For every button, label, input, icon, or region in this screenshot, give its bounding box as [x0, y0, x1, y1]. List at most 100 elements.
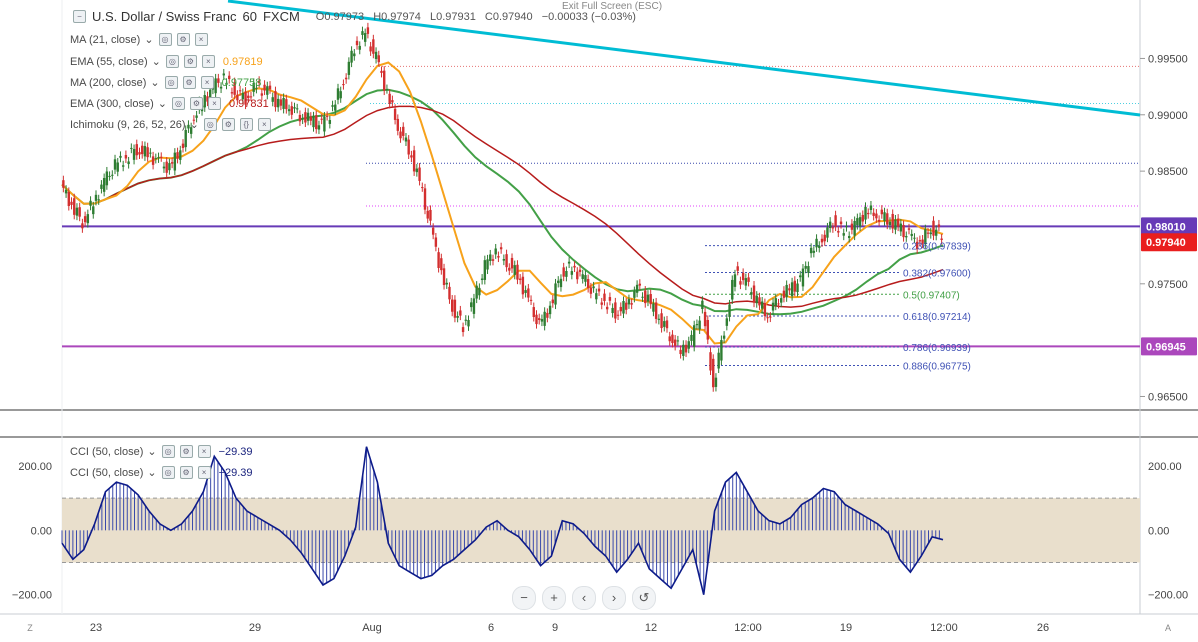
gear-icon[interactable]: ⚙: [179, 445, 193, 458]
candle-body: [293, 107, 296, 109]
candle-body: [383, 70, 386, 91]
candle-body: [535, 314, 538, 325]
price-tick-label: 0.98500: [1148, 166, 1188, 178]
zoom-in-button[interactable]: +: [542, 586, 566, 610]
candle-body: [769, 316, 772, 318]
trendline[interactable]: [227, 0, 1141, 117]
price-tag-bg: [1141, 337, 1197, 356]
axes: 0.99500 0.99000 0.98500 0.97500 0.96500 200.0…: [12, 53, 1188, 634]
candle-body: [260, 93, 264, 96]
symbol-name[interactable]: U.S. Dollar / Swiss Franc: [92, 9, 237, 24]
eye-icon[interactable]: ◎: [171, 97, 185, 110]
candle-body: [467, 319, 470, 327]
chevron-down-icon[interactable]: ⌄: [150, 77, 160, 89]
interval[interactable]: 60: [242, 9, 257, 24]
chevron-down-icon[interactable]: ⌄: [144, 34, 154, 46]
indicator-label: CCI (50, close): [70, 466, 144, 479]
indicator-legend-ma200[interactable]: MA (200, close) ⌄ ◎ ⚙ × 0.97758: [70, 76, 261, 89]
candle-body: [622, 301, 625, 314]
zoom-out-button[interactable]: −: [512, 586, 536, 610]
candle-body: [489, 254, 492, 261]
candle-body: [407, 139, 410, 155]
scroll-right-button[interactable]: ›: [602, 586, 626, 610]
candle-body: [353, 53, 356, 57]
chevron-down-icon[interactable]: ⌄: [157, 98, 167, 110]
gear-icon[interactable]: ⚙: [221, 118, 235, 131]
eye-icon[interactable]: ◎: [161, 445, 175, 458]
eye-icon[interactable]: ◎: [165, 55, 179, 68]
close-icon[interactable]: ×: [200, 76, 214, 89]
close-icon[interactable]: ×: [207, 97, 221, 110]
cci-legend-1[interactable]: CCI (50, close) ⌄ ◎ ⚙ × −29.39: [70, 445, 253, 458]
cci-legend-2[interactable]: CCI (50, close) ⌄ ◎ ⚙ × −29.39: [70, 466, 253, 479]
cci-tick-label-left: 200.00: [18, 461, 52, 473]
scroll-left-button[interactable]: ‹: [572, 586, 596, 610]
time-tick-label: 23: [90, 622, 102, 634]
candle-body: [714, 377, 718, 387]
gear-icon[interactable]: ⚙: [189, 97, 203, 110]
price-tags: 0.98010 0.97940 0.96945: [1141, 217, 1197, 356]
candle-body: [518, 278, 522, 280]
candle-body: [875, 213, 878, 219]
candle-body: [562, 267, 565, 277]
candle-body: [119, 155, 122, 158]
gear-icon[interactable]: ⚙: [179, 466, 193, 479]
eye-icon[interactable]: ◎: [158, 33, 172, 46]
eye-icon[interactable]: ◎: [164, 76, 178, 89]
candle-body: [548, 305, 552, 315]
close-icon[interactable]: ×: [257, 118, 271, 131]
chevron-down-icon[interactable]: ⌄: [151, 56, 161, 68]
eye-icon[interactable]: ◎: [161, 466, 175, 479]
candle-body: [497, 256, 500, 258]
chevron-down-icon[interactable]: ⌄: [147, 446, 157, 458]
candle-body: [421, 187, 424, 189]
candle-body: [796, 283, 799, 293]
chevron-down-icon[interactable]: ⌄: [189, 119, 199, 131]
candle-body: [894, 219, 897, 230]
close-icon[interactable]: ×: [197, 466, 211, 479]
close-value: C0.97940: [484, 10, 533, 23]
candle-body: [608, 297, 612, 301]
candle-body: [896, 218, 900, 227]
candle-body: [276, 98, 280, 108]
braces-icon[interactable]: {}: [239, 118, 253, 131]
gear-icon[interactable]: ⚙: [182, 76, 196, 89]
indicator-value: 0.97758: [221, 76, 262, 89]
candle-body: [127, 161, 130, 165]
candle-body: [888, 221, 892, 226]
gear-icon[interactable]: ⚙: [176, 33, 190, 46]
chevron-down-icon[interactable]: ⌄: [147, 467, 157, 479]
candle-body: [437, 252, 440, 269]
candle-body: [399, 131, 402, 139]
candle-body: [320, 118, 323, 120]
candle-body: [271, 97, 274, 102]
candle-body: [567, 261, 571, 264]
gear-icon[interactable]: ⚙: [183, 55, 197, 68]
candle-body: [793, 280, 797, 292]
candle-body: [673, 339, 677, 346]
candle-body: [771, 302, 775, 311]
candle-body: [494, 248, 497, 255]
candle-body: [86, 214, 90, 224]
indicator-legend-ema300[interactable]: EMA (300, close) ⌄ ◎ ⚙ × 0.97831: [70, 97, 269, 110]
candle-body: [652, 303, 655, 312]
close-icon[interactable]: ×: [201, 55, 215, 68]
indicator-value: −29.39: [218, 466, 253, 479]
cci-tick-label-right: 200.00: [1148, 461, 1182, 473]
descending-trendline: [227, 0, 1141, 117]
indicator-legend-ma21[interactable]: MA (21, close) ⌄ ◎ ⚙ ×: [70, 33, 208, 46]
collapse-icon[interactable]: −: [73, 10, 86, 23]
close-icon[interactable]: ×: [194, 33, 208, 46]
indicator-legend-ichimoku[interactable]: Ichimoku (9, 26, 52, 26) ⌄ ◎ ⚙ {} ×: [70, 118, 271, 131]
candle-body: [263, 84, 266, 91]
indicator-label: Ichimoku (9, 26, 52, 26): [70, 118, 186, 131]
reset-chart-button[interactable]: ↺: [632, 586, 656, 610]
indicator-legend-ema55[interactable]: EMA (55, close) ⌄ ◎ ⚙ × 0.97819: [70, 55, 263, 68]
eye-icon[interactable]: ◎: [203, 118, 217, 131]
close-icon[interactable]: ×: [197, 445, 211, 458]
candle-body: [847, 235, 851, 239]
candle-body: [799, 275, 802, 278]
candle-body: [380, 70, 383, 73]
candle-body: [529, 299, 533, 301]
